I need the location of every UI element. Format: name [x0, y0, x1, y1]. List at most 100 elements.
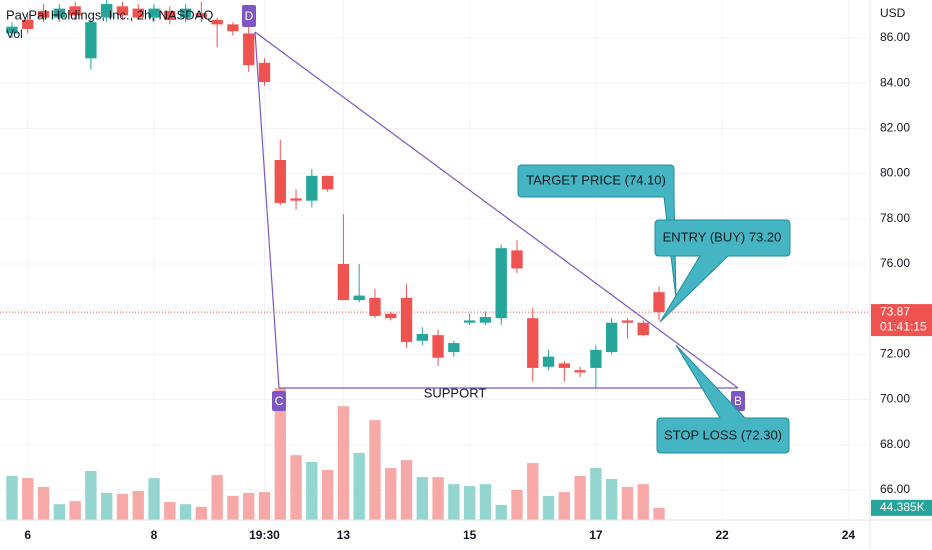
callout-box: [656, 344, 790, 454]
volume-bar: [369, 420, 381, 520]
y-tick-label: 68.00: [880, 437, 910, 451]
candle-body: [542, 356, 555, 367]
candle-body: [448, 343, 460, 353]
candle-body: [621, 320, 634, 323]
point-label: D: [245, 9, 254, 23]
candle-body: [290, 198, 302, 201]
candle-body: [416, 334, 428, 341]
x-tick-label: 24: [842, 528, 856, 542]
candle-body: [116, 6, 129, 16]
volume-bar: [637, 484, 649, 520]
y-tick-label: 86.00: [880, 30, 910, 44]
candle-body: [605, 322, 618, 353]
candle-body: [558, 363, 571, 368]
volume-bar: [306, 461, 318, 520]
callout-text: TARGET PRICE (74.10): [526, 172, 666, 187]
candle-body: [195, 13, 208, 18]
candle-body: [637, 322, 649, 336]
callout-box: [654, 219, 791, 323]
callout-box: [517, 164, 677, 299]
candle-body: [479, 317, 492, 323]
candle-body: [306, 175, 318, 201]
callouts: TARGET PRICE (74.10) ENTRY (BUY) 73.20 S…: [517, 164, 791, 454]
pattern-line: [254, 31, 739, 389]
candle-body: [132, 8, 144, 18]
volume-bar: [85, 471, 97, 520]
volume-bar: [100, 492, 113, 520]
point-label: C: [275, 394, 284, 408]
volume-bar: [385, 468, 397, 520]
y-tick-label: 70.00: [880, 392, 910, 406]
candle-body: [22, 19, 34, 29]
volume-bar: [321, 469, 334, 520]
volume-bar: [448, 484, 460, 520]
chart-title: PayPal Holdings, Inc., 2h, NASDAQ: [6, 7, 213, 22]
candle-body: [164, 10, 176, 20]
last-price-label: 73.87: [880, 304, 910, 318]
volume-bar: [653, 507, 665, 520]
volume-bar: [37, 486, 50, 520]
point-label: B: [734, 394, 742, 408]
candle-body: [321, 175, 334, 190]
point-marker: [242, 5, 256, 27]
volume-bar: [605, 478, 618, 520]
pattern-line: [254, 31, 280, 389]
candle-body: [6, 26, 18, 34]
volume-bar: [353, 452, 365, 520]
volume-bar: [590, 468, 602, 520]
volume-bar: [290, 455, 302, 520]
volume-bar: [432, 477, 444, 520]
candle-body: [258, 62, 271, 83]
volume-bar: [574, 475, 586, 520]
volume-bar: [337, 406, 350, 520]
pattern: D C B SUPPORT: [242, 5, 745, 411]
candle-body: [148, 8, 160, 18]
candle-body: [227, 24, 239, 32]
y-tick-label: 82.00: [880, 121, 910, 135]
candle-body: [243, 33, 255, 66]
candle-body: [85, 22, 97, 59]
candle-body: [385, 313, 397, 319]
point-marker: [731, 391, 745, 411]
y-tick-label: 72.00: [880, 347, 910, 361]
volume-bar: [400, 460, 413, 520]
volume-bar: [195, 506, 208, 520]
volume-bar: [69, 501, 81, 520]
volume-bar: [116, 494, 129, 520]
volume-bar: [132, 490, 144, 520]
volume-label: 44.385K: [880, 500, 925, 514]
candle-body: [574, 370, 586, 373]
volume-bar: [6, 475, 18, 520]
candle-body: [100, 4, 113, 18]
candle-body: [400, 297, 413, 342]
y-tick-label: 66.00: [880, 482, 910, 496]
callout-text: STOP LOSS (72.30): [664, 427, 782, 442]
volume-title: Vol: [6, 27, 23, 41]
volume-bar: [243, 492, 255, 520]
volume-bar: [179, 504, 192, 520]
candle-body: [179, 8, 192, 18]
volume-bar: [542, 495, 555, 520]
candle-body: [369, 297, 381, 316]
volume-bar: [164, 501, 176, 520]
volume-bar: [495, 504, 507, 520]
candle-body: [211, 19, 223, 25]
candle-body: [495, 248, 507, 319]
candle-body: [53, 8, 66, 18]
last-price-box: [871, 304, 932, 337]
x-tick-label: 6: [24, 528, 31, 542]
currency-label: USD: [880, 6, 906, 20]
y-tick-label: 80.00: [880, 166, 910, 180]
support-label: SUPPORT: [424, 385, 487, 400]
x-tick-label: 22: [715, 528, 729, 542]
volume-bar: [211, 475, 223, 520]
point-marker: [272, 391, 286, 411]
volume-bar: [227, 495, 239, 520]
candle-body: [432, 335, 444, 358]
volume-bar: [621, 486, 634, 520]
y-tick-label: 76.00: [880, 256, 910, 270]
candle-body: [337, 263, 350, 301]
volume-bar: [463, 486, 476, 520]
x-tick-label: 17: [589, 528, 603, 542]
